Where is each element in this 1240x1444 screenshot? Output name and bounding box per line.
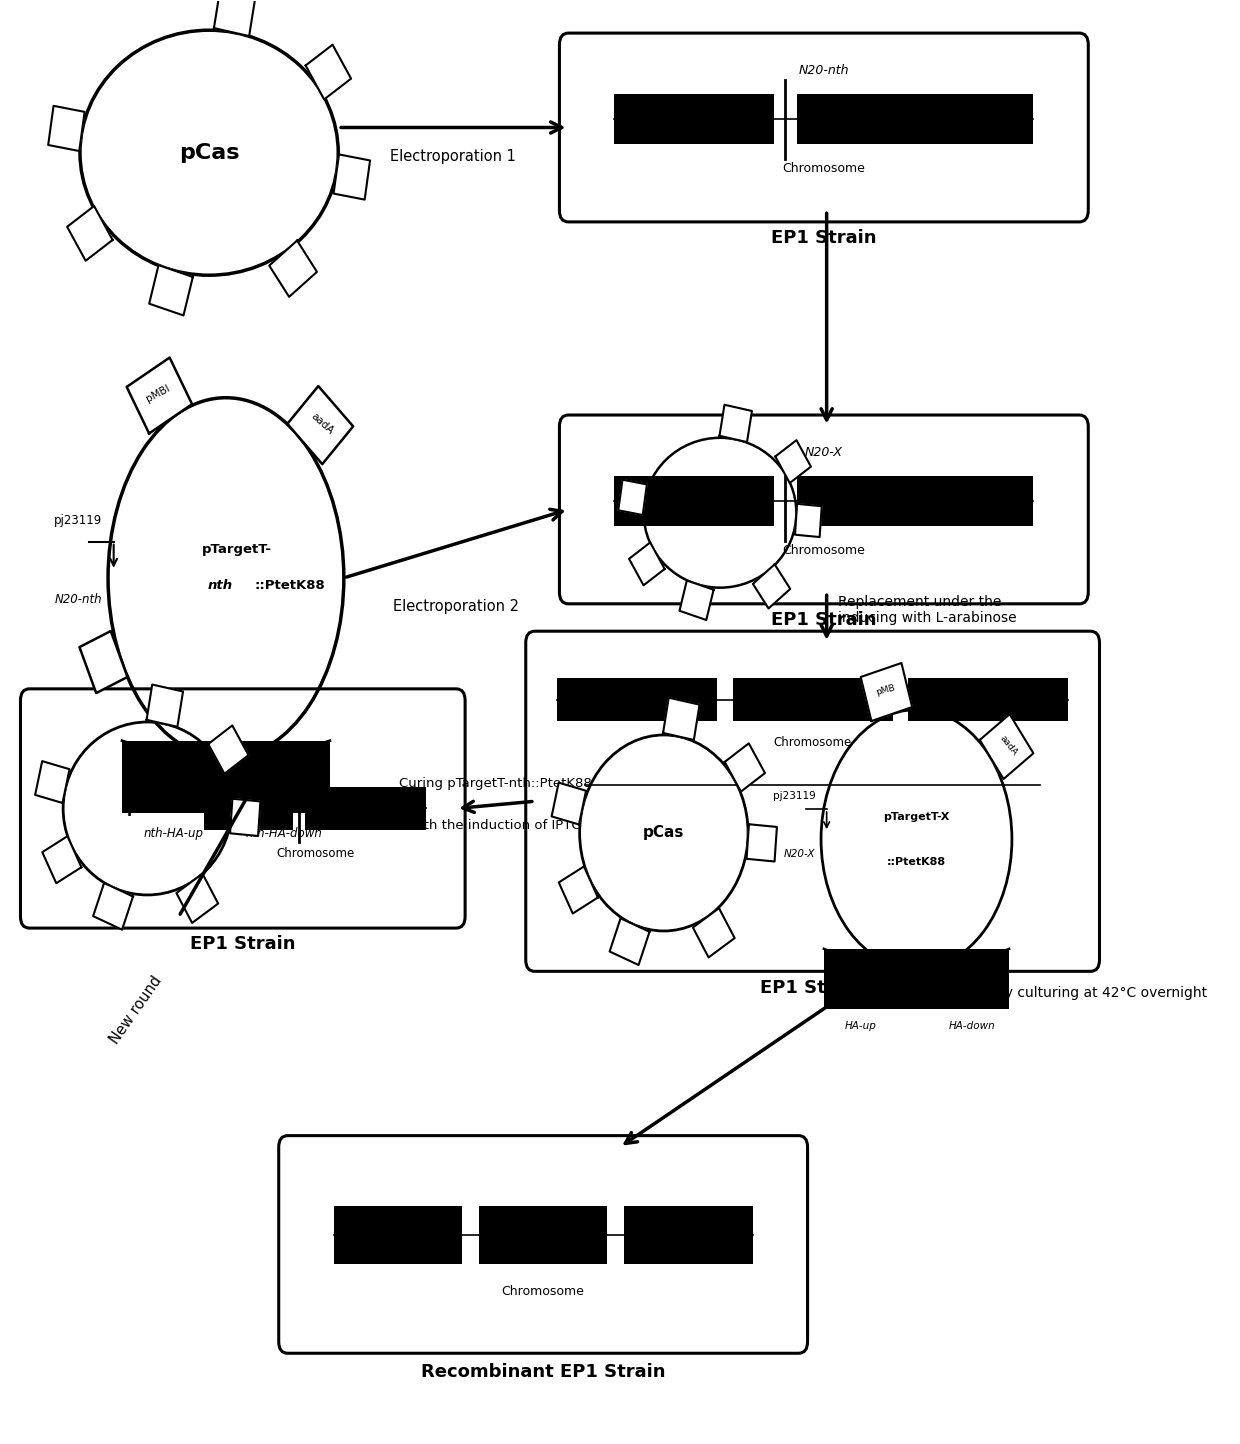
Text: pMB: pMB: [875, 683, 897, 696]
Polygon shape: [795, 504, 822, 537]
Text: Curing pCas by culturing at 42°C overnight: Curing pCas by culturing at 42°C overnig…: [908, 986, 1208, 999]
Text: Chromosome: Chromosome: [782, 162, 866, 175]
Polygon shape: [126, 358, 192, 433]
Bar: [823, 949, 1009, 1009]
Polygon shape: [663, 697, 699, 739]
Polygon shape: [67, 206, 113, 261]
Bar: [205, 787, 293, 830]
Text: Curing pTargetT-nth::PtetK88: Curing pTargetT-nth::PtetK88: [399, 777, 591, 790]
Text: N20-X: N20-X: [805, 446, 843, 459]
Text: pMBI: pMBI: [145, 383, 172, 404]
Polygon shape: [215, 0, 255, 36]
Polygon shape: [176, 874, 218, 923]
Polygon shape: [559, 866, 598, 914]
Text: EP1 Strain: EP1 Strain: [771, 611, 877, 630]
Polygon shape: [208, 725, 248, 774]
Polygon shape: [719, 404, 751, 442]
FancyBboxPatch shape: [559, 414, 1089, 604]
FancyBboxPatch shape: [21, 689, 465, 928]
Bar: [908, 679, 1069, 722]
Polygon shape: [288, 386, 353, 464]
Polygon shape: [980, 715, 1033, 778]
Text: nth-HA-down: nth-HA-down: [246, 827, 322, 840]
Text: Replacement under the
inducing with L-arabinose: Replacement under the inducing with L-ar…: [838, 595, 1017, 625]
Text: Electroporation 1: Electroporation 1: [391, 149, 516, 165]
Text: Chromosome: Chromosome: [774, 736, 852, 749]
Text: pCas: pCas: [126, 801, 169, 816]
Polygon shape: [610, 918, 650, 965]
Text: aadA: aadA: [997, 734, 1019, 757]
Polygon shape: [149, 266, 193, 315]
Text: nth-HA-up: nth-HA-up: [144, 827, 205, 840]
Polygon shape: [146, 684, 184, 726]
Text: pCas: pCas: [702, 507, 738, 520]
Polygon shape: [231, 799, 260, 836]
Text: pCas: pCas: [179, 143, 239, 163]
Polygon shape: [269, 241, 317, 297]
Text: HA-up: HA-up: [844, 1021, 877, 1031]
Bar: [334, 1206, 463, 1264]
Bar: [557, 679, 717, 722]
Text: nth: nth: [208, 579, 233, 592]
Bar: [733, 679, 893, 722]
Bar: [614, 94, 774, 144]
Polygon shape: [35, 761, 69, 803]
Polygon shape: [753, 565, 790, 608]
Text: Electroporation 2: Electroporation 2: [393, 599, 520, 615]
Text: pCas: pCas: [644, 826, 684, 840]
Polygon shape: [693, 908, 734, 957]
Text: Chromosome: Chromosome: [502, 1285, 584, 1298]
Bar: [479, 1206, 608, 1264]
Polygon shape: [305, 45, 351, 100]
Text: New round: New round: [108, 973, 165, 1047]
Bar: [614, 477, 774, 527]
Polygon shape: [48, 105, 84, 152]
Polygon shape: [746, 825, 777, 862]
Text: with the induction of IPTG: with the induction of IPTG: [409, 819, 582, 832]
Polygon shape: [629, 543, 665, 585]
Bar: [796, 477, 1033, 527]
Polygon shape: [552, 783, 587, 825]
Text: Recombinant EP1 Strain: Recombinant EP1 Strain: [420, 1363, 666, 1382]
Polygon shape: [619, 479, 647, 516]
FancyBboxPatch shape: [526, 631, 1100, 972]
Text: N20-nth: N20-nth: [799, 64, 849, 77]
Text: N20-nth: N20-nth: [55, 593, 103, 606]
Polygon shape: [42, 836, 82, 884]
Text: Chromosome: Chromosome: [277, 848, 355, 861]
Polygon shape: [79, 631, 128, 693]
Text: aadA: aadA: [309, 410, 335, 436]
Polygon shape: [334, 155, 370, 199]
Polygon shape: [861, 663, 913, 721]
Text: EP1 Strain: EP1 Strain: [771, 230, 877, 247]
Text: EP1 Strain: EP1 Strain: [190, 936, 295, 953]
Bar: [305, 787, 427, 830]
Text: pj23119: pj23119: [55, 514, 103, 527]
FancyBboxPatch shape: [559, 33, 1089, 222]
Text: pj23119: pj23119: [773, 791, 816, 801]
Bar: [122, 741, 330, 813]
Polygon shape: [775, 440, 811, 482]
Polygon shape: [93, 882, 133, 930]
Bar: [624, 1206, 753, 1264]
Text: HA-down: HA-down: [949, 1021, 996, 1031]
Text: ::PtetK88: ::PtetK88: [254, 579, 325, 592]
FancyBboxPatch shape: [279, 1135, 807, 1353]
Text: pTargetT-: pTargetT-: [202, 543, 272, 556]
Text: EP1 Strain: EP1 Strain: [760, 979, 866, 996]
Text: ::PtetK88: ::PtetK88: [887, 856, 946, 866]
Polygon shape: [724, 744, 765, 791]
Text: pTargetT-X: pTargetT-X: [883, 812, 950, 822]
Bar: [796, 94, 1033, 144]
Text: N20-X: N20-X: [784, 849, 816, 859]
Text: Chromosome: Chromosome: [782, 543, 866, 556]
Polygon shape: [680, 580, 714, 619]
